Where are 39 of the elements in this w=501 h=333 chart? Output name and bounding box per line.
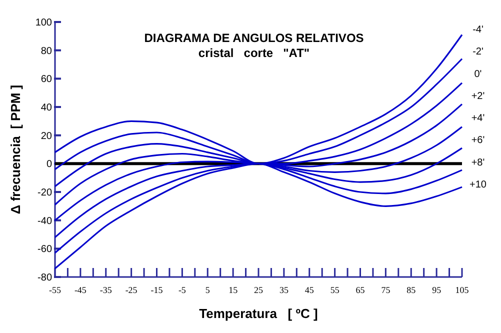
x-tick-label: -55: [49, 285, 62, 295]
series-label: +4': [471, 113, 485, 124]
x-tick-label: 65: [356, 285, 366, 295]
x-tick-label: 95: [432, 285, 442, 295]
series-label: +8': [471, 157, 485, 168]
x-tick-label: -5: [178, 285, 186, 295]
x-tick-label: 75: [381, 285, 391, 295]
x-tick-label: 15: [228, 285, 238, 295]
x-axis-title: Temperatura [ ºC ]: [199, 306, 318, 321]
y-tick-label: -60: [38, 244, 52, 256]
y-tick-label: 60: [40, 74, 52, 86]
series-label: +6': [471, 135, 485, 146]
y-tick-label: -40: [38, 216, 52, 227]
series-label: -2': [472, 46, 484, 58]
y-tick-label: -20: [38, 188, 52, 198]
text: cristal corte "AT": [198, 46, 310, 60]
y-tick-label: 20: [40, 130, 52, 142]
text: DIAGRAMA DE ANGULOS RELATIVOS: [144, 31, 364, 45]
x-tick-label: 5: [205, 285, 210, 295]
y-tick-label: 40: [40, 102, 52, 114]
x-tick-label: -15: [150, 285, 164, 295]
x-tick-label: -35: [100, 285, 112, 295]
x-tick-label: 35: [279, 285, 289, 295]
x-tick-label: 105: [455, 285, 470, 295]
x-tick-label: 85: [406, 285, 416, 295]
series-label: +10: [470, 180, 487, 190]
y-axis-title: Δ frecuencia [ PPM ]: [8, 84, 23, 214]
series-label: 0': [474, 68, 482, 80]
series-label: -4': [472, 24, 484, 36]
y-tick-label: 100: [35, 18, 52, 28]
x-tick-label: 55: [330, 285, 340, 295]
x-tick-label: 45: [304, 285, 314, 295]
y-tick-label: 0: [46, 159, 52, 170]
y-tick-label: -80: [38, 272, 52, 284]
series-label: +2': [471, 90, 485, 102]
x-tick-label: 25: [254, 285, 264, 295]
x-tick-label: -45: [74, 285, 87, 295]
x-tick-label: -25: [125, 285, 138, 295]
y-tick-label: 80: [40, 46, 52, 57]
